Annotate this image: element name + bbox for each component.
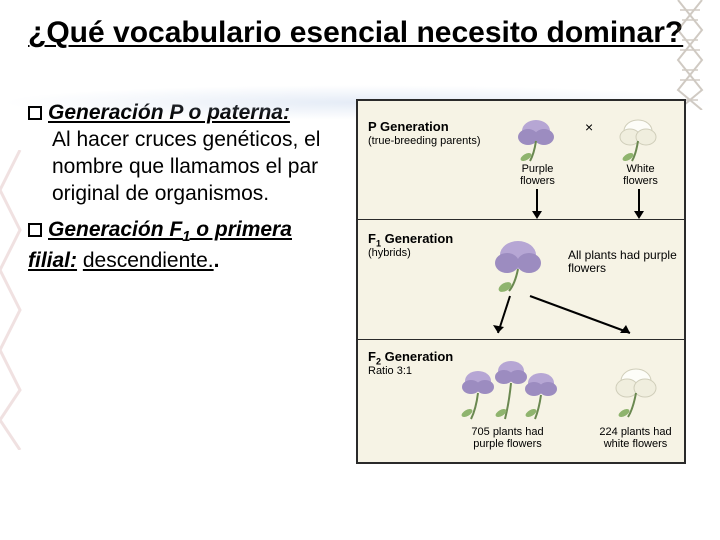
- gen-sub: Ratio 3:1: [368, 365, 412, 377]
- page-title: ¿Qué vocabulario esencial necesito domin…: [28, 16, 692, 51]
- definition: Al hacer cruces genéticos, el nombre que…: [52, 126, 338, 208]
- mendel-diagram: P Generation (true-breeding parents) × P…: [356, 99, 686, 464]
- white-flower-icon: [606, 359, 666, 421]
- caption: 705 plants had purple flowers: [460, 426, 555, 450]
- definitions-column: Generación P o paterna: Al hacer cruces …: [28, 99, 338, 464]
- definition: descendiente.: [83, 249, 214, 272]
- purple-flower-group-icon: [453, 351, 563, 426]
- bullet-item: Generación F1 o primera filial: descendi…: [28, 216, 338, 275]
- gen-label: F2 Generation: [368, 349, 453, 367]
- caption: 224 plants had white flowers: [593, 426, 678, 450]
- dna-left-icon: [0, 150, 30, 450]
- diagram-column: P Generation (true-breeding parents) × P…: [356, 99, 686, 464]
- checkbox-icon: [28, 223, 42, 237]
